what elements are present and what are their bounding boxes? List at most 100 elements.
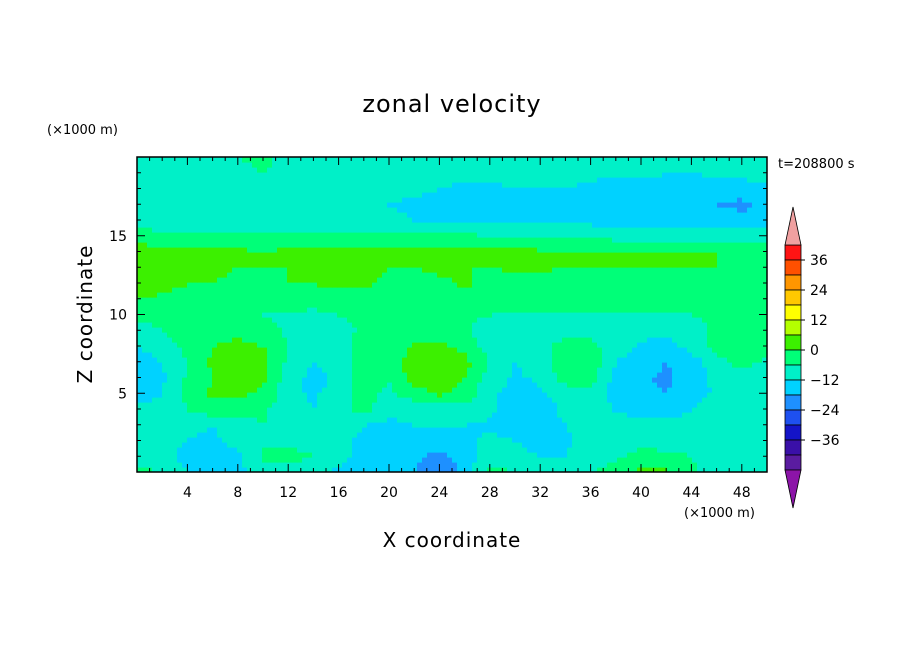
field-cell xyxy=(307,387,313,393)
field-cell xyxy=(427,342,433,348)
field-cell xyxy=(447,367,453,373)
field-cell xyxy=(692,337,698,343)
field-cell xyxy=(232,332,238,338)
field-cell xyxy=(577,312,583,318)
field-cell xyxy=(212,367,218,373)
field-cell xyxy=(327,332,333,338)
field-cell xyxy=(512,337,518,343)
field-cell xyxy=(542,432,548,438)
field-cell xyxy=(147,427,153,433)
field-cell xyxy=(642,402,648,408)
field-cell xyxy=(672,357,678,363)
field-cell xyxy=(292,442,298,448)
field-cell xyxy=(752,427,758,433)
field-cell xyxy=(562,417,568,423)
field-cell xyxy=(187,417,193,423)
field-cell xyxy=(567,337,573,343)
field-cell xyxy=(517,417,523,423)
field-cell xyxy=(227,342,233,348)
field-cell xyxy=(217,352,223,358)
field-cell xyxy=(657,312,663,318)
field-cell xyxy=(667,312,673,318)
field-cell xyxy=(332,302,338,308)
field-cell xyxy=(157,407,163,413)
field-cell xyxy=(512,457,518,463)
field-cell xyxy=(172,302,178,308)
field-cell xyxy=(417,377,423,383)
field-cell xyxy=(502,412,508,418)
field-cell xyxy=(382,282,388,288)
field-cell xyxy=(252,442,258,448)
field-cell xyxy=(577,297,583,303)
field-cell xyxy=(482,437,488,443)
field-cell xyxy=(507,402,513,408)
field-cell xyxy=(217,422,223,428)
field-cell xyxy=(687,367,693,373)
field-cell xyxy=(237,382,243,388)
field-cell xyxy=(487,357,493,363)
field-cell xyxy=(527,362,533,368)
field-cell xyxy=(192,432,198,438)
field-cell xyxy=(642,442,648,448)
field-cell xyxy=(432,327,438,333)
field-cell xyxy=(482,317,488,323)
field-cell xyxy=(207,277,213,283)
field-cell xyxy=(387,287,393,293)
field-cell xyxy=(397,402,403,408)
field-cell xyxy=(742,432,748,438)
field-cell xyxy=(572,357,578,363)
field-cell xyxy=(257,337,263,343)
field-cell xyxy=(197,337,203,343)
field-cell xyxy=(757,452,763,458)
field-cell xyxy=(502,462,508,468)
field-cell xyxy=(167,437,173,443)
field-cell xyxy=(412,352,418,358)
field-cell xyxy=(557,437,563,443)
field-cell xyxy=(407,392,413,398)
field-cell xyxy=(282,447,288,453)
field-cell xyxy=(662,317,668,323)
field-cell xyxy=(537,407,543,413)
field-cell xyxy=(392,427,398,433)
field-cell xyxy=(357,272,363,278)
field-cell xyxy=(177,372,183,378)
field-cell xyxy=(602,387,608,393)
field-cell xyxy=(462,377,468,383)
field-cell xyxy=(432,317,438,323)
field-cell xyxy=(252,277,258,283)
field-cell xyxy=(512,322,518,328)
field-cell xyxy=(342,357,348,363)
field-cell xyxy=(312,442,318,448)
field-cell xyxy=(357,297,363,303)
field-cell xyxy=(507,287,513,293)
field-cell xyxy=(152,317,158,323)
field-cell xyxy=(567,312,573,318)
field-cell xyxy=(207,412,213,418)
field-cell xyxy=(437,437,443,443)
field-cell xyxy=(687,312,693,318)
field-cell xyxy=(752,287,758,293)
field-cell xyxy=(452,277,458,283)
field-cell xyxy=(322,307,328,313)
field-cell xyxy=(422,337,428,343)
field-cell xyxy=(147,402,153,408)
field-cell xyxy=(642,437,648,443)
field-cell xyxy=(267,367,273,373)
field-cell xyxy=(402,442,408,448)
field-cell xyxy=(617,467,623,472)
field-cell xyxy=(632,362,638,368)
field-cell xyxy=(702,292,708,298)
field-cell xyxy=(322,412,328,418)
field-cell xyxy=(427,377,433,383)
field-cell xyxy=(502,332,508,338)
field-cell xyxy=(547,387,553,393)
field-cell xyxy=(287,377,293,383)
field-cell xyxy=(707,382,713,388)
field-cell xyxy=(457,422,463,428)
field-cell xyxy=(342,347,348,353)
field-cell xyxy=(237,467,243,472)
field-cell xyxy=(522,282,528,288)
field-cell xyxy=(502,292,508,298)
field-cell xyxy=(712,292,718,298)
field-cell xyxy=(197,397,203,403)
